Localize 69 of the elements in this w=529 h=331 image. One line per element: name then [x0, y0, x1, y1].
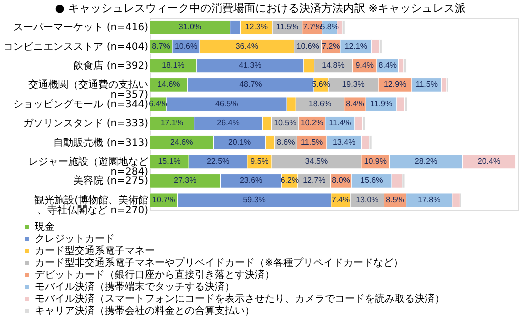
- data-label: 10.7%: [152, 195, 176, 204]
- data-label: 41.3%: [239, 61, 262, 70]
- legend-label: モバイル決済（携帯端末でタッチする決済）: [35, 281, 235, 293]
- data-label: 26.4%: [217, 118, 240, 128]
- data-label: 7.4%: [332, 195, 350, 204]
- data-label: 22.5%: [206, 157, 230, 166]
- data-label: 7.2%: [322, 42, 340, 51]
- data-label: 9.4%: [356, 61, 374, 70]
- legend-label: カード型非交通系電子マネーやプリペイドカード（※各種プリペイドカードなど）: [35, 257, 404, 269]
- legend-label: モバイル決済（スマートフォンにコードを表示させたり、カメラでコードを読み取る決済）: [35, 293, 445, 305]
- data-label: 10.9%: [364, 157, 387, 166]
- data-label: 13.4%: [333, 138, 356, 147]
- data-label: 17.8%: [418, 195, 441, 204]
- y-tick-label: 自動販売機 (n=313): [54, 136, 149, 149]
- data-label: 18.6%: [308, 99, 332, 108]
- y-tick-label: コンビニエンスストア (n=404): [4, 42, 149, 53]
- y-tick-label: 飲食店 (n=392): [74, 60, 149, 72]
- data-label: 12.9%: [384, 80, 407, 90]
- data-label: 17.1%: [160, 118, 184, 128]
- y-tick-label: ショッピングモール (n=344): [14, 99, 149, 110]
- legend-label: デビットカード（銀行口座から直接引き落とす決済）: [35, 269, 275, 281]
- data-label: 46.5%: [215, 99, 238, 108]
- data-label: 15.6%: [360, 176, 384, 186]
- data-label: 8.7%: [152, 42, 170, 51]
- data-label: 19.3%: [342, 80, 365, 90]
- data-label: 8.5%: [386, 195, 404, 204]
- data-label: 15.1%: [158, 157, 181, 166]
- data-label: 10.2%: [300, 118, 324, 128]
- legend-label: キャリア決済（携帯会社の料金との合算支払い）: [35, 305, 255, 317]
- data-label: 28.2%: [414, 157, 438, 166]
- chart-title: ● キャッシュレスウィーク中の消費場面における決済方法内訳 ※キャッシュレス派: [55, 2, 466, 15]
- legend-label: カード型交通系電子マネー: [35, 245, 155, 257]
- data-label: 12.1%: [344, 42, 368, 51]
- data-label: 11.5%: [276, 22, 299, 32]
- data-label: 12.3%: [245, 22, 268, 32]
- data-label: 11.4%: [329, 118, 352, 128]
- data-label: 31.0%: [178, 22, 202, 32]
- y-tick-label: ガソリンスタンド (n=333): [24, 118, 149, 130]
- data-label: 20.4%: [478, 157, 501, 166]
- y-tick-label: 観光施設(博物館、美術館、寺社仏閣など n=270): [34, 194, 149, 216]
- data-label: 12.7%: [303, 176, 326, 186]
- data-label: 59.3%: [243, 195, 266, 204]
- data-label: 11.5%: [301, 138, 324, 147]
- data-label: 20.1%: [228, 138, 252, 147]
- data-label: 23.6%: [240, 176, 263, 186]
- data-label: 27.3%: [174, 176, 197, 186]
- data-label: 18.1%: [162, 61, 185, 70]
- data-label: 10.6%: [174, 42, 198, 51]
- data-label: 10.5%: [274, 118, 297, 128]
- data-label: 8.6%: [276, 138, 296, 147]
- data-label: 34.5%: [305, 157, 328, 166]
- legend-label: 現金: [35, 221, 55, 233]
- y-tick-label: スーパーマーケット (n=416): [14, 22, 149, 34]
- data-label: 10.6%: [296, 42, 320, 51]
- y-tick-label: 美容院 (n=275): [74, 175, 149, 188]
- data-label: 48.7%: [240, 80, 262, 90]
- data-label: 36.4%: [236, 42, 259, 51]
- legend-label: クレジットカード: [35, 234, 115, 245]
- data-label: 14.6%: [158, 80, 180, 90]
- data-label: 24.6%: [170, 138, 194, 147]
- data-label: 7.7%: [303, 22, 322, 32]
- data-label: 9.5%: [250, 157, 269, 166]
- data-label: 11.9%: [370, 99, 393, 108]
- data-label: 8.0%: [332, 176, 350, 186]
- data-label: 14.8%: [322, 61, 345, 70]
- data-label: 11.5%: [416, 80, 438, 90]
- data-label: 13.0%: [356, 195, 379, 204]
- data-label: 8.4%: [378, 61, 398, 70]
- data-label: 8.4%: [346, 99, 364, 108]
